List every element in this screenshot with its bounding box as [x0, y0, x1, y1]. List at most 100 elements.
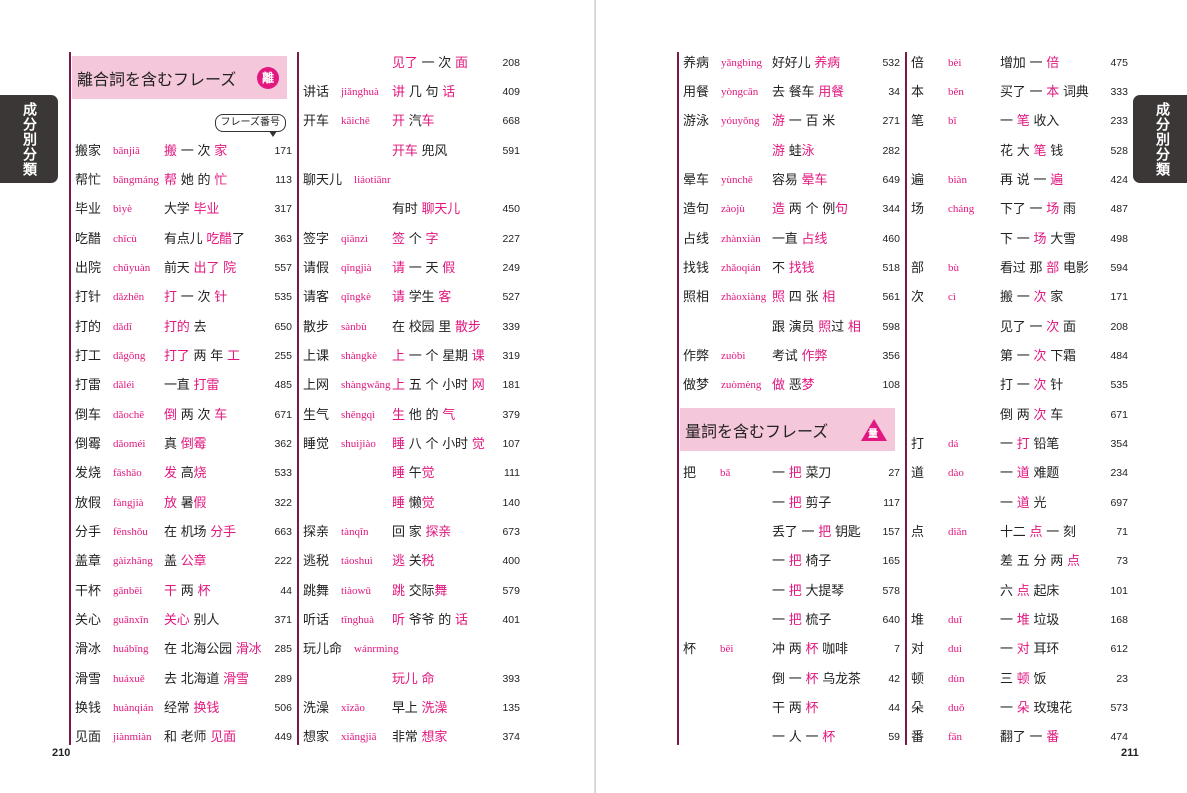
headword-hanzi: 次 [911, 290, 925, 306]
phrase-text: 难题 [1029, 466, 1060, 482]
phrase-number: 671 [1110, 408, 1128, 421]
phrase-highlight: 占线 [801, 231, 828, 247]
headword-hanzi: 照相 [683, 290, 710, 306]
phrase-highlight: 道 [1016, 495, 1030, 511]
phrase-text: 一 [772, 613, 789, 629]
phrase-highlight: 毕业 [193, 202, 220, 218]
phrase-text: 有点儿 [164, 231, 207, 247]
example-phrase: 见了 一 次 面 [1000, 313, 1076, 342]
section-header: 離合詞を含むフレーズ離 [70, 49, 287, 108]
phrase-number: 222 [274, 555, 292, 568]
headword-pinyin: bāngmáng [113, 173, 159, 186]
phrase-number: 282 [882, 144, 900, 157]
phrase-highlight: 次 [1033, 348, 1047, 364]
example-phrase: 回 家 探亲 [392, 518, 451, 547]
phrase-number: 108 [882, 379, 900, 392]
headword-hanzi: 开车 [303, 114, 330, 130]
section-tab-right[interactable]: 成分別分類 [1133, 95, 1187, 183]
phrase-text: 一 [1000, 436, 1017, 452]
example-phrase: 和 老师 见面 [164, 723, 236, 752]
headword: 听话 tīnghuà [303, 606, 374, 635]
list-item: 换钱 huànqián 经常 换钱 506 [70, 694, 292, 723]
phrase-text: 五 个 小时 [404, 378, 472, 394]
section-tab-left[interactable]: 成分別分類 [0, 95, 58, 183]
headword-pinyin: kāichē [341, 115, 370, 128]
list-item: 逃税 táoshuì 逃 关税 400 [298, 547, 520, 576]
phrase-text: 钥匙 [831, 525, 861, 540]
phrase-highlight: 出了 院 [193, 260, 237, 276]
phrase-text: 钱 [1046, 143, 1064, 159]
phrase-number: 401 [502, 614, 520, 627]
headword-hanzi: 占线 [683, 231, 710, 247]
phrase-highlight: 车 [421, 114, 435, 130]
headword-hanzi: 上课 [303, 348, 330, 364]
phrase-highlight: 杯 [805, 642, 819, 658]
list-item: 番 fān 翻了 一 番 474 [906, 723, 1128, 752]
list-item: 一 把 椅子 165 [678, 547, 900, 576]
example-phrase: 请 学生 客 [392, 283, 451, 312]
headword-pinyin: fàngjià [113, 496, 144, 509]
column-rule [905, 52, 907, 745]
headword-hanzi: 出院 [75, 260, 102, 276]
example-phrase: 增加 一 倍 [1000, 49, 1059, 78]
phrase-highlight: 滑冰 [235, 642, 262, 658]
list-item: 倍 bèi 增加 一 倍 475 [906, 49, 1128, 78]
phrase-text: 花 大 [1000, 143, 1034, 159]
phrase-text: 非常 [392, 730, 422, 746]
list-item: 笔 bǐ 一 笔 收入 233 [906, 107, 1128, 136]
headword-pinyin: cì [948, 291, 956, 304]
headword: 笔 bǐ [911, 107, 957, 136]
headword-pinyin: zhàoxiàng [721, 291, 767, 304]
phrase-highlight: 点 [1066, 554, 1080, 570]
phrase-highlight: 觉 [421, 466, 435, 482]
phrase-highlight: 签 [392, 231, 405, 247]
list-item: 遍 biàn 再 说 一 遍 424 [906, 166, 1128, 195]
phrase-number: 165 [882, 555, 900, 568]
phrase-number: 322 [274, 496, 292, 509]
phrase-number: 424 [1110, 173, 1128, 186]
phrase-text: 去 [189, 319, 207, 335]
headword: 盖章 gàizhāng [75, 547, 153, 576]
list-item: 见了 一 次 面 208 [906, 313, 1128, 342]
headword-pinyin: biàn [948, 173, 967, 186]
phrase-number: 233 [1110, 115, 1128, 128]
headword-hanzi: 倒车 [75, 407, 102, 423]
phrase-text: 真 [164, 436, 181, 452]
list-item: 睡 午觉 111 [298, 459, 520, 488]
phrase-text: 增加 一 [1000, 55, 1047, 71]
phrase-highlight: 气 [442, 407, 456, 423]
phrase-highlight: 杯 [805, 671, 819, 687]
phrase-number: 285 [274, 643, 292, 656]
headword: 帮忙 bāngmáng [75, 166, 159, 195]
list-item: 一 把 剪子 117 [678, 489, 900, 518]
phrase-text: 一 百 米 [784, 114, 836, 130]
phrase-text: 剪子 [801, 495, 832, 511]
phrase-text: 别人 [189, 613, 220, 629]
headword-hanzi: 玩儿命 [303, 642, 343, 658]
example-phrase: 早上 洗澡 [392, 694, 447, 723]
phrase-number: 485 [274, 379, 292, 392]
headword-pinyin: bǎ [720, 467, 731, 480]
headword-pinyin: zuòmèng [721, 379, 762, 392]
example-phrase: 下了 一 场 雨 [1000, 195, 1076, 224]
phrase-text: 关 [404, 554, 422, 570]
phrase-highlight: 次 [1033, 378, 1047, 394]
headword: 分手 fēnshǒu [75, 518, 148, 547]
example-phrase: 一 笔 收入 [1000, 107, 1059, 136]
phrase-highlight: 顿 [1016, 671, 1030, 687]
headword-hanzi: 养病 [683, 55, 710, 71]
phrase-highlight: 次 [1033, 290, 1047, 306]
phrase-highlight: 点 [1016, 583, 1030, 599]
headword: 倒霉 dǎoméi [75, 430, 145, 459]
example-phrase: 发 高烧 [164, 459, 207, 488]
phrase-highlight: 打 [1016, 436, 1030, 452]
headword-pinyin: huábīng [113, 643, 149, 656]
headword-pinyin: jiǎnghuà [341, 85, 379, 98]
phrase-highlight: 笔 [1033, 143, 1047, 159]
example-phrase: 六 点 起床 [1000, 577, 1059, 606]
headword-hanzi: 生气 [303, 407, 330, 423]
list-item: 开车 kāichē 开 汽车 668 [298, 107, 520, 136]
example-phrase: 前天 出了 院 [164, 254, 236, 283]
phrase-text: 去 餐车 [772, 84, 819, 100]
phrase-number: 449 [274, 731, 292, 744]
